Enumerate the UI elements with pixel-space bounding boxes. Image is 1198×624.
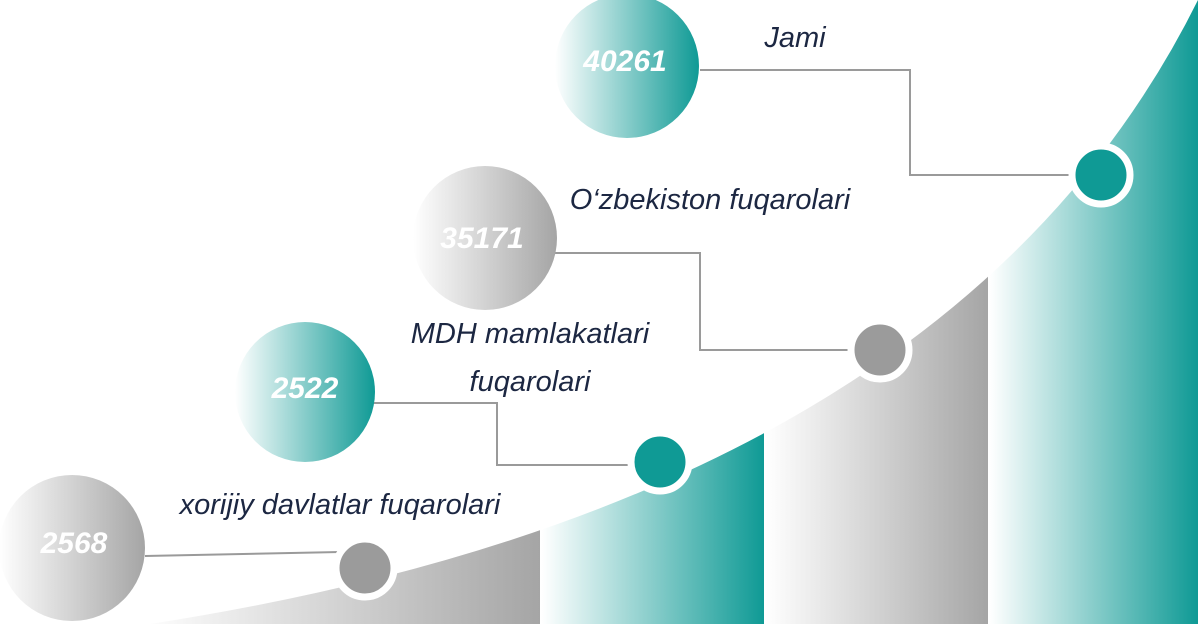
dot [847, 317, 913, 383]
connector [555, 252, 852, 351]
value: 2522 [271, 372, 339, 405]
connector [372, 402, 632, 466]
step [766, 0, 988, 624]
bubble [413, 166, 557, 310]
value: 35171 [440, 222, 523, 255]
label: O‘zbekiston fuqarolari [569, 184, 851, 216]
dot [332, 535, 398, 601]
connector [144, 551, 341, 557]
label: MDH mamlakatlari fuqarolari [410, 318, 650, 398]
connector [700, 69, 1073, 176]
bubble [235, 322, 375, 462]
bubble [555, 0, 699, 138]
label: xorijiy davlatlar fuqarolari [179, 489, 501, 521]
label: Jami [764, 22, 826, 54]
bubble [0, 475, 145, 621]
dot [627, 429, 693, 495]
step [990, 0, 1198, 624]
value: 2568 [40, 527, 108, 560]
dot [1068, 142, 1134, 208]
value: 40261 [582, 45, 666, 78]
